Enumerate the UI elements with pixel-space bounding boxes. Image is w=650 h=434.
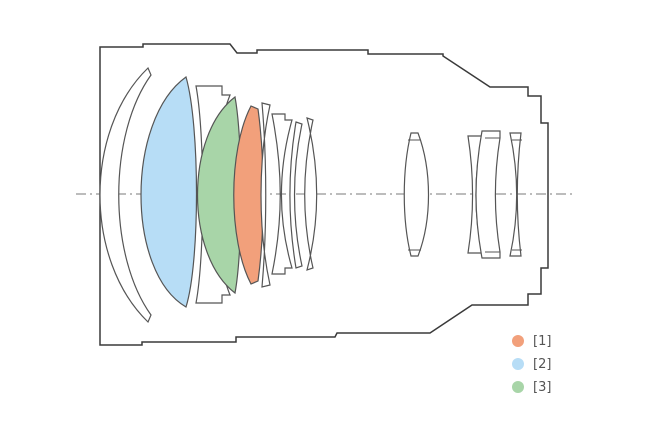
lens-element-rear-doublet-b (475, 130, 501, 259)
lens-element-stepped-c (304, 117, 318, 271)
lens-element-2 (140, 76, 198, 308)
legend-item-2: [2] (512, 353, 632, 375)
legend-item-1: [1] (512, 330, 632, 352)
lens-element-middle-biconvex (403, 132, 430, 257)
legend-label-2: [2] (533, 356, 552, 372)
lens-element-last (509, 132, 522, 257)
lens-element-rear-of-1 (260, 102, 271, 288)
legend: [1] [2] [3] (512, 330, 632, 399)
legend-swatch-3 (512, 381, 524, 393)
lens-element-front-meniscus (99, 66, 152, 324)
lens-barrel-outline (99, 43, 549, 346)
legend-label-1: [1] (533, 333, 552, 349)
legend-label-3: [3] (533, 379, 552, 395)
lens-element-stepped-a (271, 113, 293, 275)
lens-element-stepped-b (289, 121, 303, 269)
legend-item-3: [3] (512, 376, 632, 398)
lens-element-1 (233, 105, 264, 285)
legend-swatch-2 (512, 358, 524, 370)
legend-swatch-1 (512, 335, 524, 347)
